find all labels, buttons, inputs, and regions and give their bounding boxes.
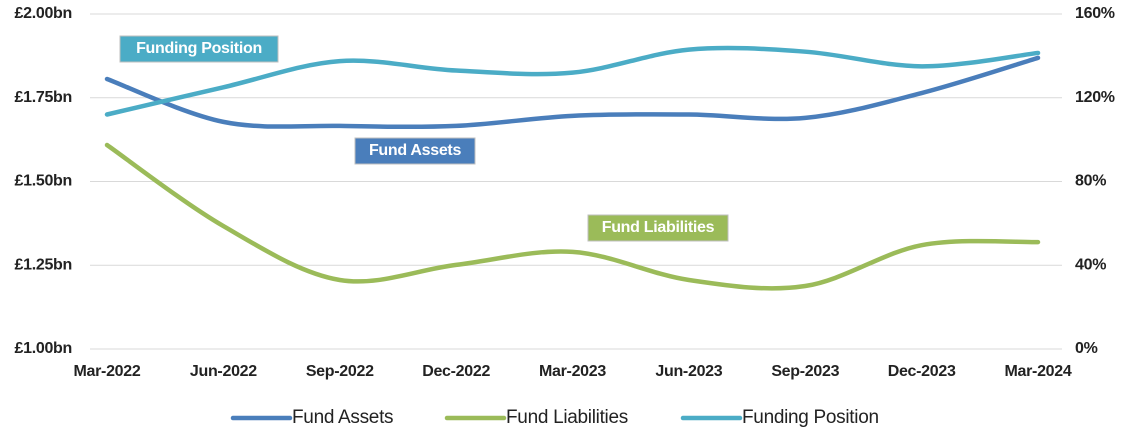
- annotation-box: [587, 214, 729, 242]
- series-line: [104, 142, 1041, 291]
- legend-label: Fund Liabilities: [506, 407, 628, 428]
- y2-tick-label: 160%: [1075, 5, 1115, 22]
- legend-label: Funding Position: [742, 407, 879, 428]
- annotation: Funding Position: [136, 40, 262, 57]
- annotation: Fund Liabilities: [602, 219, 715, 236]
- x-tick-label: Dec-2023: [888, 363, 956, 380]
- annotation-box: [119, 35, 279, 63]
- x-tick-label: Mar-2022: [74, 363, 141, 380]
- legend-label: Fund Assets: [292, 407, 393, 428]
- y-tick-label: £1.25bn: [15, 256, 73, 273]
- y-tick-label: £1.50bn: [15, 173, 73, 190]
- y2-tick-label: 0%: [1075, 340, 1098, 357]
- y2-tick-label: 80%: [1075, 173, 1106, 190]
- x-tick-label: Dec-2022: [422, 363, 490, 380]
- y2-tick-label: 40%: [1075, 256, 1106, 273]
- annotation: Fund Assets: [369, 142, 462, 159]
- series-line: [104, 55, 1041, 130]
- x-tick-label: Jun-2022: [190, 363, 257, 380]
- y-tick-label: £1.75bn: [15, 89, 73, 106]
- y2-tick-label: 120%: [1075, 89, 1115, 106]
- y-tick-label: £2.00bn: [15, 5, 73, 22]
- x-tick-label: Jun-2023: [655, 363, 722, 380]
- y-tick-label: £1.00bn: [15, 340, 73, 357]
- x-tick-label: Mar-2023: [539, 363, 606, 380]
- x-tick-label: Mar-2024: [1005, 363, 1072, 380]
- annotation-box: [354, 137, 476, 165]
- series-line: [104, 45, 1041, 117]
- x-tick-label: Sep-2022: [306, 363, 374, 380]
- x-tick-label: Sep-2023: [771, 363, 839, 380]
